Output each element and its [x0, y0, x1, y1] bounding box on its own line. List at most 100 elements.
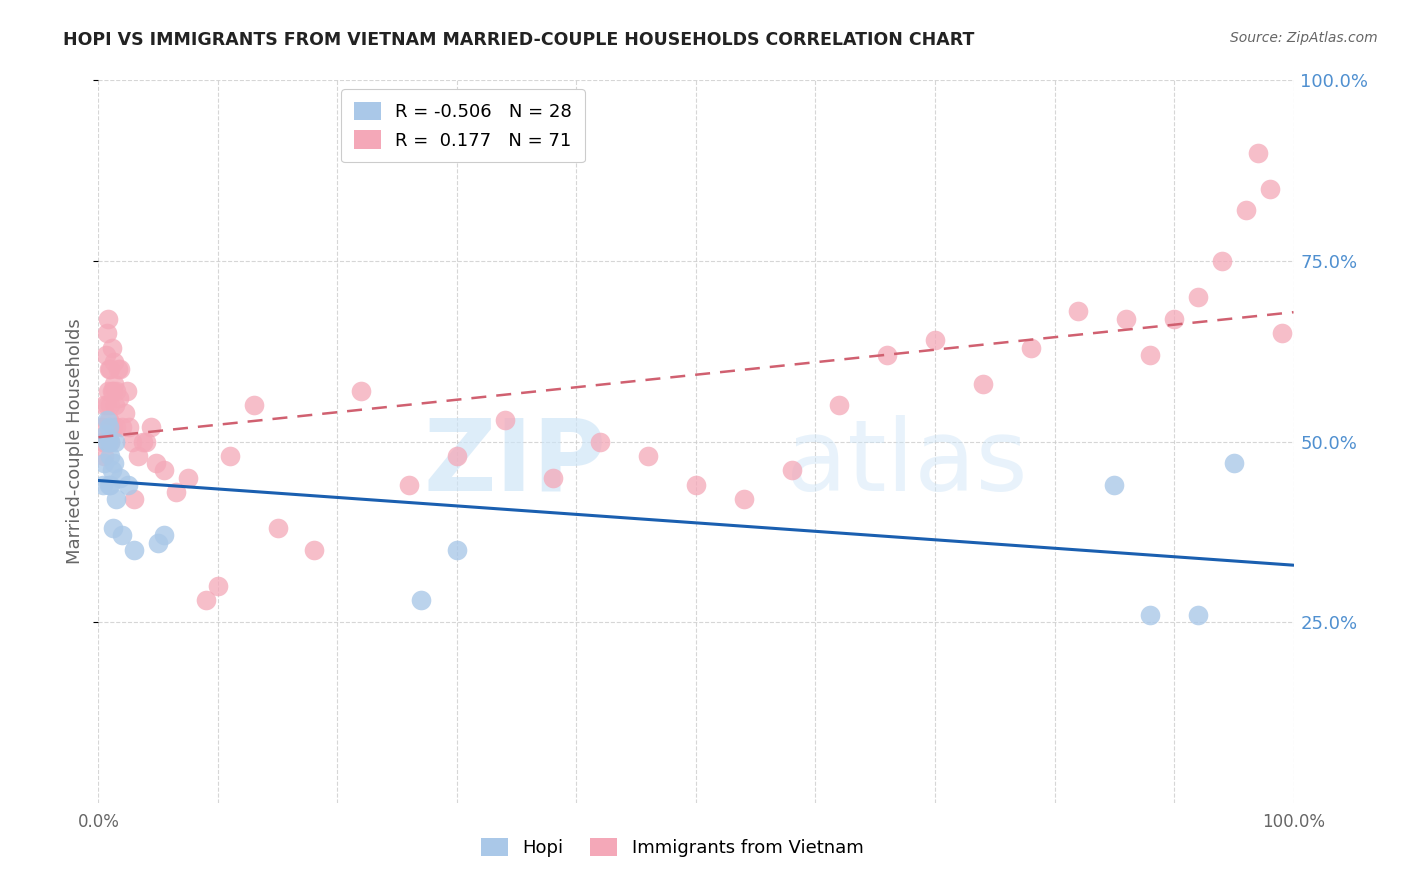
Point	[924, 334, 946, 348]
Point	[96, 398, 118, 412]
Point	[97, 384, 120, 398]
Point	[103, 376, 125, 391]
Point	[267, 521, 290, 535]
Point	[685, 478, 707, 492]
Point	[117, 478, 139, 492]
Point	[541, 470, 564, 484]
Text: Source: ZipAtlas.com: Source: ZipAtlas.com	[1230, 31, 1378, 45]
Point	[139, 420, 162, 434]
Point	[97, 434, 120, 449]
Point	[94, 348, 117, 362]
Point	[118, 420, 141, 434]
Point	[972, 376, 994, 391]
Point	[105, 420, 128, 434]
Point	[148, 535, 170, 549]
Point	[876, 348, 898, 362]
Point	[1234, 203, 1257, 218]
Point	[107, 362, 129, 376]
Point	[98, 449, 122, 463]
Point	[494, 413, 516, 427]
Point	[1139, 348, 1161, 362]
Point	[107, 391, 129, 405]
Point	[98, 398, 122, 412]
Point	[98, 434, 122, 449]
Point	[177, 470, 200, 484]
Point	[91, 434, 114, 449]
Point	[1271, 326, 1294, 340]
Point	[124, 542, 146, 557]
Point	[131, 434, 153, 449]
Point	[243, 398, 266, 412]
Point	[1067, 304, 1090, 318]
Point	[1019, 341, 1042, 355]
Point	[1115, 311, 1137, 326]
Point	[93, 456, 115, 470]
Point	[153, 528, 176, 542]
Point	[1104, 478, 1126, 492]
Point	[98, 478, 122, 492]
Point	[1258, 182, 1281, 196]
Point	[153, 463, 176, 477]
Point	[302, 542, 325, 557]
Point	[124, 492, 146, 507]
Point	[207, 579, 229, 593]
Point	[91, 420, 114, 434]
Point	[108, 470, 131, 484]
Point	[1211, 253, 1233, 268]
Point	[446, 542, 468, 557]
Point	[98, 478, 121, 492]
Point	[105, 384, 128, 398]
Point	[350, 384, 373, 398]
Point	[114, 406, 136, 420]
Point	[104, 398, 127, 412]
Point	[98, 434, 122, 449]
Point	[98, 420, 121, 434]
Point	[96, 434, 118, 449]
Point	[103, 355, 125, 369]
Point	[1187, 607, 1209, 622]
Point	[93, 398, 115, 412]
Text: HOPI VS IMMIGRANTS FROM VIETNAM MARRIED-COUPLE HOUSEHOLDS CORRELATION CHART: HOPI VS IMMIGRANTS FROM VIETNAM MARRIED-…	[63, 31, 974, 49]
Point	[111, 420, 134, 434]
Point	[96, 413, 118, 427]
Point	[105, 492, 128, 507]
Point	[100, 463, 122, 477]
Point	[100, 341, 122, 355]
Point	[98, 413, 121, 427]
Point	[135, 434, 157, 449]
Point	[93, 449, 115, 463]
Text: ZIP: ZIP	[423, 415, 606, 512]
Point	[589, 434, 612, 449]
Point	[96, 326, 118, 340]
Point	[411, 593, 433, 607]
Point	[121, 434, 143, 449]
Point	[108, 362, 131, 376]
Point	[1187, 290, 1209, 304]
Point	[100, 384, 122, 398]
Point	[91, 478, 114, 492]
Point	[1247, 145, 1270, 160]
Point	[145, 456, 167, 470]
Point	[219, 449, 242, 463]
Point	[733, 492, 755, 507]
Point	[97, 311, 120, 326]
Point	[637, 449, 659, 463]
Point	[103, 456, 125, 470]
Point	[1139, 607, 1161, 622]
Point	[101, 521, 124, 535]
Point	[1163, 311, 1185, 326]
Legend: Hopi, Immigrants from Vietnam: Hopi, Immigrants from Vietnam	[471, 829, 873, 866]
Point	[98, 362, 122, 376]
Point	[446, 449, 468, 463]
Point	[111, 528, 134, 542]
Point	[101, 420, 124, 434]
Y-axis label: Married-couple Households: Married-couple Households	[66, 318, 84, 565]
Point	[127, 449, 149, 463]
Point	[104, 434, 127, 449]
Point	[165, 485, 187, 500]
Point	[1223, 456, 1246, 470]
Point	[115, 384, 138, 398]
Point	[94, 427, 117, 442]
Point	[195, 593, 218, 607]
Point	[398, 478, 420, 492]
